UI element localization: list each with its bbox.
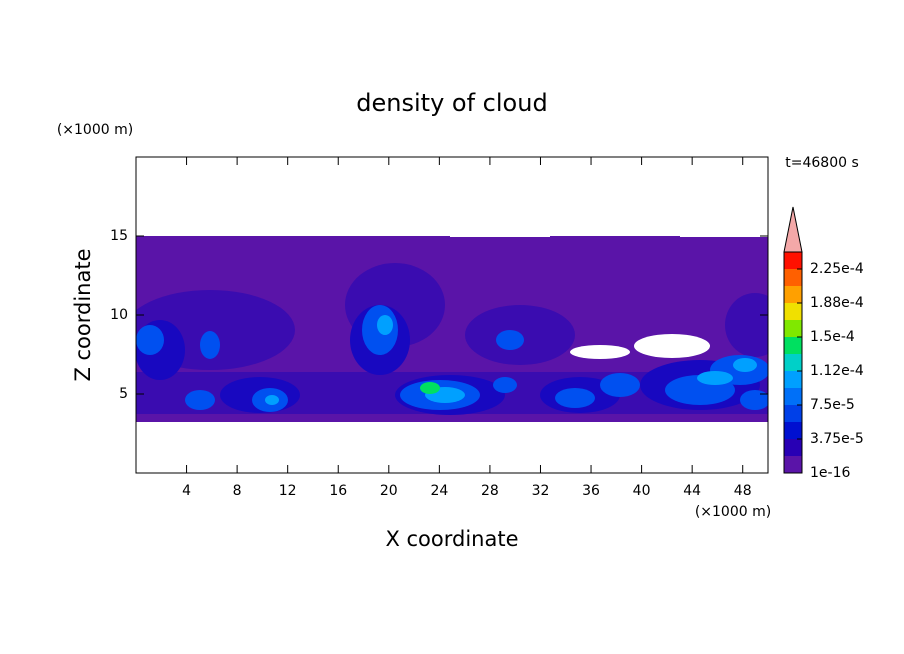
colorbar-band [784, 354, 802, 371]
colorbar-band [784, 371, 802, 388]
colorbar-band [784, 252, 802, 269]
colorbar-frame [783, 251, 803, 474]
x-tick-label: 40 [633, 483, 651, 499]
x-unit: (×1000 m) [695, 504, 771, 520]
cloud-layer [136, 418, 768, 422]
colorbar-extend [783, 206, 803, 253]
x-tick-label: 48 [734, 483, 752, 499]
y-axis-title: Z coordinate [71, 248, 95, 381]
x-tick-label: 32 [532, 483, 550, 499]
colorbar-band [784, 286, 802, 303]
x-tick-label: 44 [683, 483, 701, 499]
colorbar-label: 1.12e-4 [810, 363, 864, 379]
x-tick-label: 12 [279, 483, 297, 499]
x-tick-label: 16 [329, 483, 347, 499]
clear-region [450, 234, 768, 359]
colorbar-band [784, 422, 802, 439]
y-unit: (×1000 m) [57, 122, 133, 138]
x-tick-label: 36 [582, 483, 600, 499]
colorbar-band [784, 439, 802, 456]
x-tick-label: 28 [481, 483, 499, 499]
colorbar-label: 1.5e-4 [810, 329, 855, 345]
contour-field [136, 234, 768, 422]
colorbar-label: 1.88e-4 [810, 295, 864, 311]
colorbar-band [784, 405, 802, 422]
contour-level [420, 382, 440, 394]
y-tick-label: 10 [110, 307, 128, 323]
colorbar-label: 2.25e-4 [810, 261, 864, 277]
colorbar-label: 1e-16 [810, 465, 850, 481]
colorbar-label: 7.5e-5 [810, 397, 855, 413]
colorbar-band [784, 320, 802, 337]
colorbar-band [784, 303, 802, 320]
x-tick-label: 24 [430, 483, 448, 499]
x-tick-label: 20 [380, 483, 398, 499]
x-tick-label: 4 [182, 483, 191, 499]
colorbar-band [784, 456, 802, 473]
colorbar-label: 3.75e-5 [810, 431, 864, 447]
y-tick-label: 5 [119, 386, 128, 402]
y-tick-label: 15 [110, 228, 128, 244]
x-axis-title: X coordinate [385, 527, 518, 551]
colorbar-band [784, 337, 802, 354]
x-tick-label: 8 [233, 483, 242, 499]
colorbar-band [784, 269, 802, 286]
colorbar-band [784, 388, 802, 405]
chart-title: density of cloud [356, 89, 547, 117]
time-annotation: t=46800 s [785, 155, 859, 171]
